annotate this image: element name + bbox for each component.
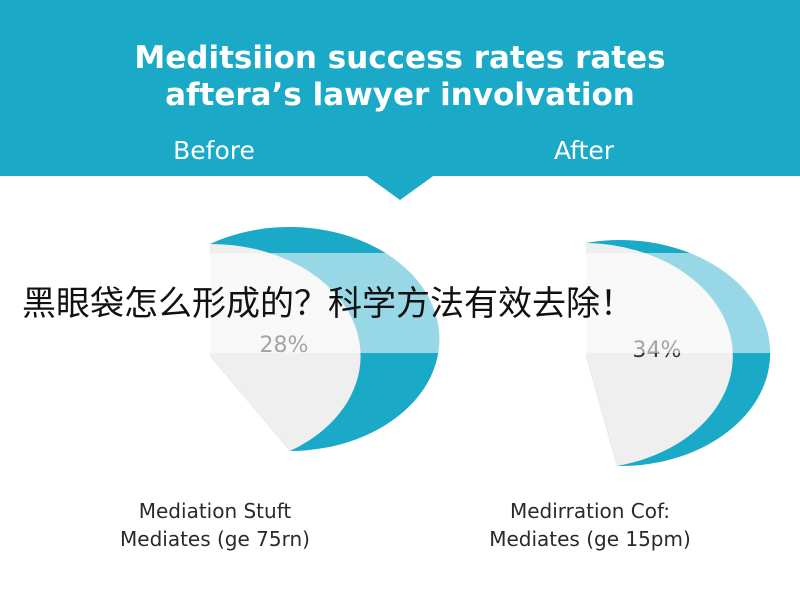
header-pointer [364, 174, 436, 200]
before-caption: Mediation Stuft Mediates (ge 75rn) [50, 497, 380, 553]
after-pie-main-label: 27% [489, 358, 538, 383]
before-pie-main-label: 37% [116, 358, 165, 383]
header-banner [0, 0, 800, 176]
chart-title: Meditsiion success rates rates aftera’s … [0, 40, 800, 114]
after-caption-line-2: Mediates (ge 15pm) [489, 527, 691, 551]
after-caption-line-1: Medirration Cof: [509, 499, 671, 523]
overlay-band [0, 253, 800, 353]
chart-title-line-2: aftera’s lawyer involvation [165, 77, 635, 113]
before-label: Before [173, 136, 255, 165]
chart-title-line-1: Meditsiion success rates rates [134, 40, 666, 76]
after-caption: Medirration Cof: Mediates (ge 15pm) [425, 497, 755, 553]
after-label: After [553, 136, 615, 165]
before-caption-line-2: Mediates (ge 75rn) [120, 527, 310, 551]
before-caption-line-1: Mediation Stuft [138, 499, 292, 523]
overlay-caption: 黑眼袋怎么形成的？科学方法有效去除！ [22, 284, 634, 324]
